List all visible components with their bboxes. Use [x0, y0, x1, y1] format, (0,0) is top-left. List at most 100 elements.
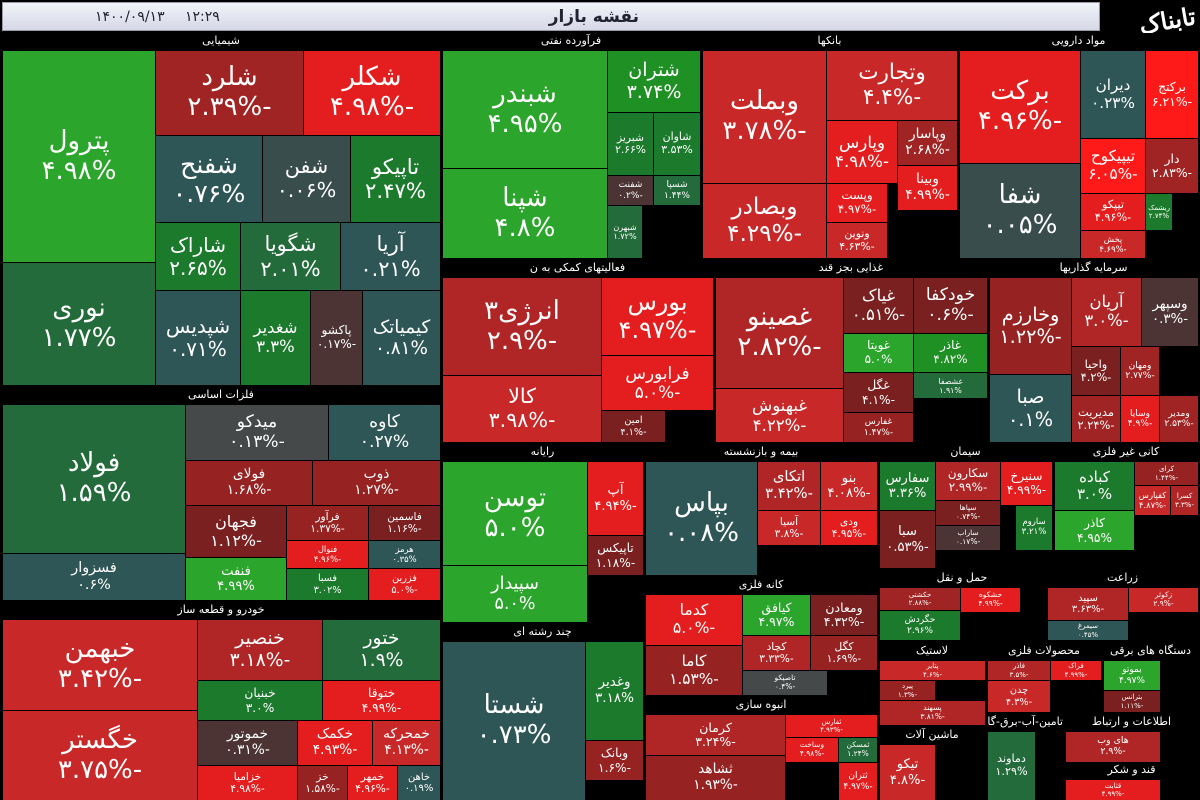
tile: سکارون -۲.۹۹%: [936, 462, 1000, 500]
tile-change: -۱.۱۲%: [210, 530, 262, 550]
tile-name: غویتا: [867, 338, 890, 353]
tile-change: -۱.۹۳%: [693, 777, 738, 793]
tile: پتایر -۴.۶%: [880, 661, 985, 680]
tile-name: ثشاهد: [698, 761, 733, 778]
tile-change: -۱.۴۴%: [1154, 472, 1179, 482]
tile-name: فرابورس: [625, 362, 690, 383]
tile: ثتران -۴.۹۷%: [839, 763, 877, 800]
sector-title: غذایی بجز قند: [818, 261, 884, 274]
tile-change: ۰.۲۷%: [359, 431, 410, 452]
tile-change: -۴.۹۹%: [905, 187, 950, 203]
tile: آریا ۰.۲۱%: [341, 223, 440, 290]
tile-name: فنوال: [317, 543, 338, 554]
tile-name: خبنیان: [244, 686, 276, 701]
tile: شسپا ۱.۴۴%: [654, 176, 700, 205]
tile-name: ثفارس: [821, 717, 842, 726]
tile-change: ۰.۷۱%: [169, 337, 227, 361]
tile: خموتور -۰.۳۱%: [198, 721, 297, 765]
sector-title: کانه فلزی: [738, 578, 784, 591]
tile-change: -۲.۹۹%: [948, 480, 988, 494]
tile-name: غگل: [867, 378, 890, 393]
tile: شپنا ۴.۸%: [443, 169, 607, 258]
tile: کباده ۳.۰%: [1055, 462, 1134, 510]
tile-name: کیمیاتک: [372, 316, 431, 338]
tile: صبا ۰.۱%: [990, 375, 1071, 442]
tile: شفنح ۰.۷۶%: [156, 136, 262, 222]
tile-name: کسرا: [1176, 492, 1193, 501]
tile: میدکو -۰.۱۳%: [186, 405, 328, 460]
tile: بورس -۴.۹۷%: [602, 278, 713, 355]
tile: خودکفا -۰.۶%: [914, 278, 987, 333]
tile-change: ۰.۴۵%: [1077, 630, 1099, 639]
tile: فنفت ۴.۹۹%: [186, 558, 286, 600]
sector-title: محصولات فلزی: [1008, 644, 1080, 657]
tile-change: -۴.۹۷%: [843, 781, 873, 792]
tile-change: -۵.۰%: [634, 382, 681, 402]
tile-name: کگل: [834, 639, 854, 653]
tile-change: -۴.۲۹%: [727, 221, 802, 247]
tile-name: سیمرغ: [1077, 622, 1099, 631]
tile-change: -۵.۰%: [391, 584, 418, 596]
tile-change: -۳.۸۱%: [920, 712, 945, 721]
tile-name: خبهمن: [64, 634, 136, 665]
tile-change: ۱.۲۹%: [995, 765, 1028, 778]
top-bar: نقشه بازار ۱۲:۲۹ ۱۴۰۰/۰۹/۱۳ تابناک: [0, 0, 1200, 40]
tile: خبهمن -۳.۴۲%: [3, 620, 197, 710]
tile: بنو -۴.۰۸%: [821, 462, 877, 510]
tile: دماوند ۱.۲۹%: [988, 732, 1035, 800]
sector-title: لاستیک: [916, 644, 948, 657]
tile-change: -۴.۹۹%: [1006, 482, 1047, 497]
tile-name: وبانک: [600, 746, 629, 761]
tile: چدن -۴.۳%: [988, 681, 1050, 712]
tile-name: بورس: [627, 287, 688, 316]
tile: شکلر -۴.۹۸%: [304, 51, 440, 135]
tile-change: -۶.۲۱%: [1151, 94, 1193, 109]
tile-name: خودکفا: [925, 284, 976, 305]
tile-change: -۴.۹۹%: [978, 599, 1003, 608]
tile-change: ۴.۹۷%: [758, 614, 795, 629]
tile: خکمک -۴.۹۳%: [298, 721, 372, 765]
tile-name: سفارس: [885, 470, 930, 486]
tile: ذوب -۱.۲۷%: [313, 461, 440, 505]
tile-name: شفا: [998, 180, 1042, 211]
tile-change: -۰.۴%: [774, 682, 796, 691]
tile: انرژی۳ -۲.۹%: [443, 278, 601, 375]
tile-name: فولاد: [67, 448, 121, 479]
tile-change: -۱.۱۸%: [595, 555, 636, 570]
tile: ثشاهد -۱.۹۳%: [646, 756, 785, 800]
tile-name: پیرد: [901, 682, 914, 691]
tile: وبینا -۴.۹۹%: [898, 166, 957, 210]
tile: ودی -۴.۹۵%: [821, 511, 877, 545]
tile: بترانس -۱.۱۱%: [1104, 691, 1160, 712]
tile: ومدیر -۲.۵۳%: [1160, 396, 1198, 442]
tile: امین -۴.۱%: [602, 411, 665, 442]
tile-name: مدیریت: [1078, 404, 1114, 419]
tile: کرای -۱.۴۴%: [1135, 462, 1198, 485]
tile-change: -۰.۳%: [1151, 312, 1189, 327]
tile: پترول ۴.۹۸%: [3, 51, 155, 262]
tile-name: وتجارت: [858, 59, 926, 85]
tile-change: -۱.۶۸%: [226, 482, 272, 498]
tile: زکوثر -۲.۹%: [1129, 588, 1198, 612]
tile-name: فولای: [232, 466, 266, 483]
tile-change: ۱.۲۴%: [847, 749, 869, 758]
tile: شگویا ۲.۰۱%: [241, 223, 340, 290]
tile: فراک -۴.۹۹%: [1051, 661, 1101, 680]
tile-name: آسیا: [779, 514, 799, 528]
tile-name: شگویا: [264, 232, 317, 257]
sector-title: ماشین آلات: [905, 728, 959, 741]
time: ۱۲:۲۹: [185, 9, 220, 25]
tile-name: فاسمین: [387, 509, 422, 523]
tile-change: ۴.۸۲%: [933, 352, 968, 366]
tile: فولای -۱.۶۸%: [186, 461, 312, 505]
tile: های وب -۲.۹%: [1066, 732, 1160, 762]
tile-change: ۴.۸%: [494, 212, 556, 243]
tile: فولاد ۱.۵۹%: [3, 405, 185, 553]
tile-change: ۱.۷۲%: [613, 231, 637, 241]
tile-name: نوری: [52, 293, 106, 324]
tile: خمحرکه -۴.۱۳%: [373, 721, 440, 765]
tile-change: -۱.۴۷%: [863, 427, 894, 438]
tile-change: -۰.۷۴%: [955, 512, 981, 521]
tile-name: غیاک: [861, 285, 896, 305]
tile-name: شتران: [628, 58, 680, 81]
